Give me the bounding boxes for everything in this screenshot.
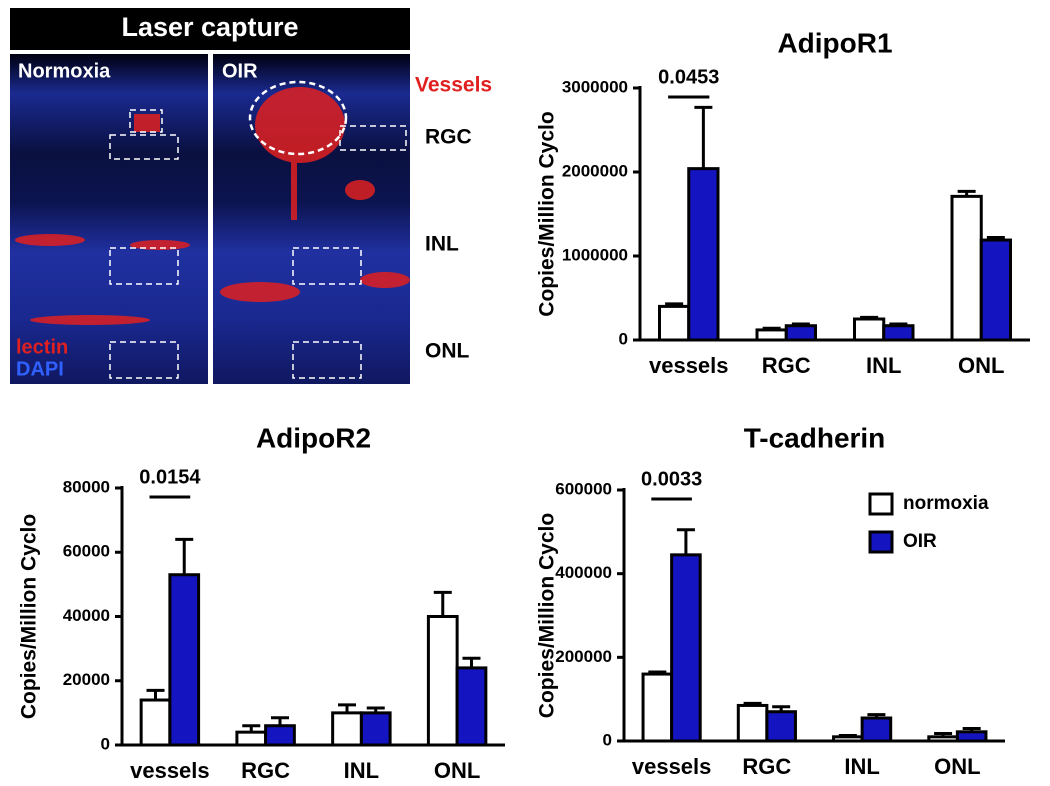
p-value: 0.0453 [658, 66, 719, 88]
y-tick-label: 0 [603, 730, 612, 749]
bar [264, 724, 296, 747]
bar [426, 615, 459, 747]
x-tick-label: vessels [649, 353, 729, 378]
bar [860, 716, 893, 743]
layer-label: ONL [425, 340, 470, 363]
bar [736, 703, 769, 743]
y-axis-label: Copies/Million Cyclo [18, 514, 41, 719]
stain-label: lectin [16, 336, 68, 358]
y-tick-label: 400000 [555, 563, 612, 582]
image-panel: Laser capture Normoxia OIR Vessels RGC I… [10, 8, 492, 384]
x-tick-label: INL [344, 758, 379, 783]
y-tick-label: 200000 [555, 647, 612, 666]
y-tick-label: 20000 [63, 670, 110, 689]
bar [950, 194, 983, 342]
chart: AdipoR1 Copies/Million Cyclo 0 1000000 20000… [536, 27, 1030, 378]
x-tick-label: RGC [241, 758, 290, 783]
chart: T-cadherin Copies/Million Cyclo 0 200000 400… [536, 422, 1005, 779]
y-tick-label: 1000000 [562, 245, 628, 264]
micrograph [10, 54, 208, 384]
bar [882, 324, 915, 342]
y-axis-label: Copies/Million Cyclo [536, 111, 559, 316]
y-tick-label: 0 [619, 329, 628, 348]
y-tick-label: 3000000 [562, 77, 628, 96]
y-tick-label: 0 [101, 734, 110, 753]
capture-regions [109, 80, 407, 379]
x-tick-label: RGC [742, 754, 791, 779]
bar [784, 324, 817, 342]
y-axis-label: Copies/Million Cyclo [536, 513, 559, 718]
x-tick-label: ONL [958, 353, 1004, 378]
bar [139, 698, 172, 747]
bar [979, 238, 1012, 342]
x-tick-label: ONL [434, 758, 480, 783]
layer-label: RGC [425, 126, 472, 149]
bar [853, 317, 886, 342]
x-tick-label: INL [844, 754, 879, 779]
y-tick-label: 60000 [63, 542, 110, 561]
bar [755, 328, 788, 342]
bar [765, 710, 797, 743]
x-tick-label: INL [866, 353, 901, 378]
x-tick-label: ONL [934, 754, 980, 779]
x-tick-label: vessels [632, 754, 712, 779]
chart: AdipoR2 Copies/Million Cyclo 0 20000 40000 60… [18, 422, 505, 783]
panel-title: Laser capture [121, 12, 298, 42]
vessels-label: Vessels [415, 74, 492, 97]
x-tick-label: RGC [762, 353, 811, 378]
legend-label: OIR [903, 531, 937, 552]
bar [455, 666, 488, 747]
bar [658, 304, 691, 342]
bar [670, 553, 702, 743]
legend-swatch [868, 492, 894, 516]
bar [641, 672, 674, 743]
chart-title: T-cadherin [744, 422, 886, 453]
p-value: 0.0033 [641, 468, 702, 490]
chart-title: AdipoR2 [256, 422, 371, 453]
y-tick-label: 600000 [555, 479, 612, 498]
bar [235, 730, 268, 747]
legend-label: normoxia [903, 493, 989, 514]
layer-label: INL [425, 233, 459, 256]
y-tick-label: 80000 [63, 477, 110, 496]
condition-label: Normoxia [18, 60, 111, 82]
stain-label: DAPI [16, 358, 64, 380]
y-tick-label: 40000 [63, 606, 110, 625]
bar [331, 711, 363, 747]
panel-header [10, 8, 410, 50]
legend-swatch [868, 530, 894, 554]
x-tick-label: vessels [130, 758, 210, 783]
bar [687, 167, 720, 342]
p-value: 0.0154 [139, 466, 201, 488]
bar [168, 573, 201, 747]
condition-label: OIR [222, 60, 258, 82]
chart-title: AdipoR1 [777, 27, 892, 58]
y-tick-label: 2000000 [562, 161, 628, 180]
bar [359, 711, 392, 747]
lectin-signal [15, 87, 410, 325]
